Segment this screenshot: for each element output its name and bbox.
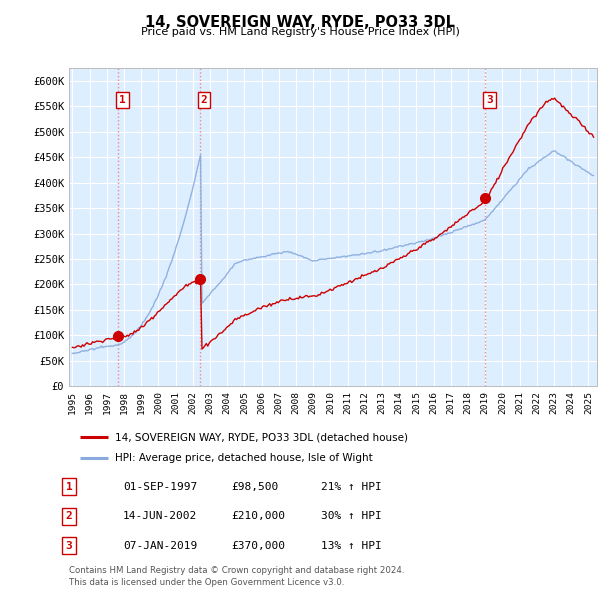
Text: 2: 2 (65, 512, 73, 521)
Text: 1: 1 (65, 482, 73, 491)
Text: 3: 3 (486, 95, 493, 105)
Text: HPI: Average price, detached house, Isle of Wight: HPI: Average price, detached house, Isle… (115, 453, 373, 463)
Text: 07-JAN-2019: 07-JAN-2019 (123, 541, 197, 550)
Text: 14, SOVEREIGN WAY, RYDE, PO33 3DL: 14, SOVEREIGN WAY, RYDE, PO33 3DL (145, 15, 455, 30)
Text: 13% ↑ HPI: 13% ↑ HPI (321, 541, 382, 550)
Text: 21% ↑ HPI: 21% ↑ HPI (321, 482, 382, 491)
Text: Contains HM Land Registry data © Crown copyright and database right 2024.
This d: Contains HM Land Registry data © Crown c… (69, 566, 404, 587)
Text: 14, SOVEREIGN WAY, RYDE, PO33 3DL (detached house): 14, SOVEREIGN WAY, RYDE, PO33 3DL (detac… (115, 432, 408, 442)
Text: Price paid vs. HM Land Registry's House Price Index (HPI): Price paid vs. HM Land Registry's House … (140, 27, 460, 37)
Text: 1: 1 (119, 95, 126, 105)
Text: £98,500: £98,500 (231, 482, 278, 491)
Text: 3: 3 (65, 541, 73, 550)
Text: 30% ↑ HPI: 30% ↑ HPI (321, 512, 382, 521)
Text: £370,000: £370,000 (231, 541, 285, 550)
Text: 01-SEP-1997: 01-SEP-1997 (123, 482, 197, 491)
Text: 2: 2 (201, 95, 208, 105)
Text: 14-JUN-2002: 14-JUN-2002 (123, 512, 197, 521)
Text: £210,000: £210,000 (231, 512, 285, 521)
